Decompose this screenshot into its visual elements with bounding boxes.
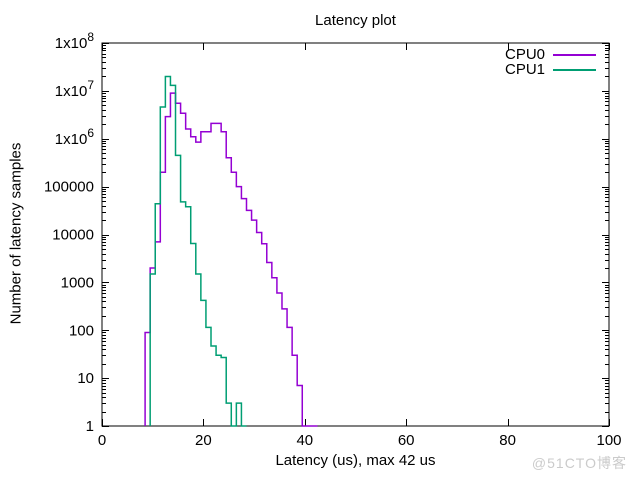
legend-label-cpu0: CPU0 <box>504 46 545 63</box>
svg-text:1x106: 1x106 <box>55 126 95 148</box>
svg-text:20: 20 <box>195 432 212 449</box>
svg-text:60: 60 <box>398 432 415 449</box>
svg-text:1x108: 1x108 <box>55 30 95 52</box>
x-axis-title: Latency (us), max 42 us <box>275 452 436 469</box>
svg-text:100: 100 <box>596 432 621 449</box>
legend-line-cpu0 <box>553 54 596 56</box>
svg-text:80: 80 <box>499 432 516 449</box>
svg-text:100000: 100000 <box>44 179 94 196</box>
svg-text:0: 0 <box>98 432 106 449</box>
svg-text:100: 100 <box>69 322 94 339</box>
legend-line-cpu1 <box>553 69 596 71</box>
y-axis-title: Number of latency samples <box>7 142 25 325</box>
svg-text:1000: 1000 <box>61 274 94 291</box>
svg-text:1: 1 <box>86 418 94 435</box>
svg-text:10000: 10000 <box>52 227 94 244</box>
svg-text:10: 10 <box>77 370 94 387</box>
svg-text:40: 40 <box>296 432 313 449</box>
legend-label-cpu1: CPU1 <box>504 61 545 78</box>
svg-text:1x107: 1x107 <box>55 78 95 100</box>
chart-title: Latency plot <box>315 12 396 29</box>
watermark: @51CTO博客 <box>531 455 627 471</box>
